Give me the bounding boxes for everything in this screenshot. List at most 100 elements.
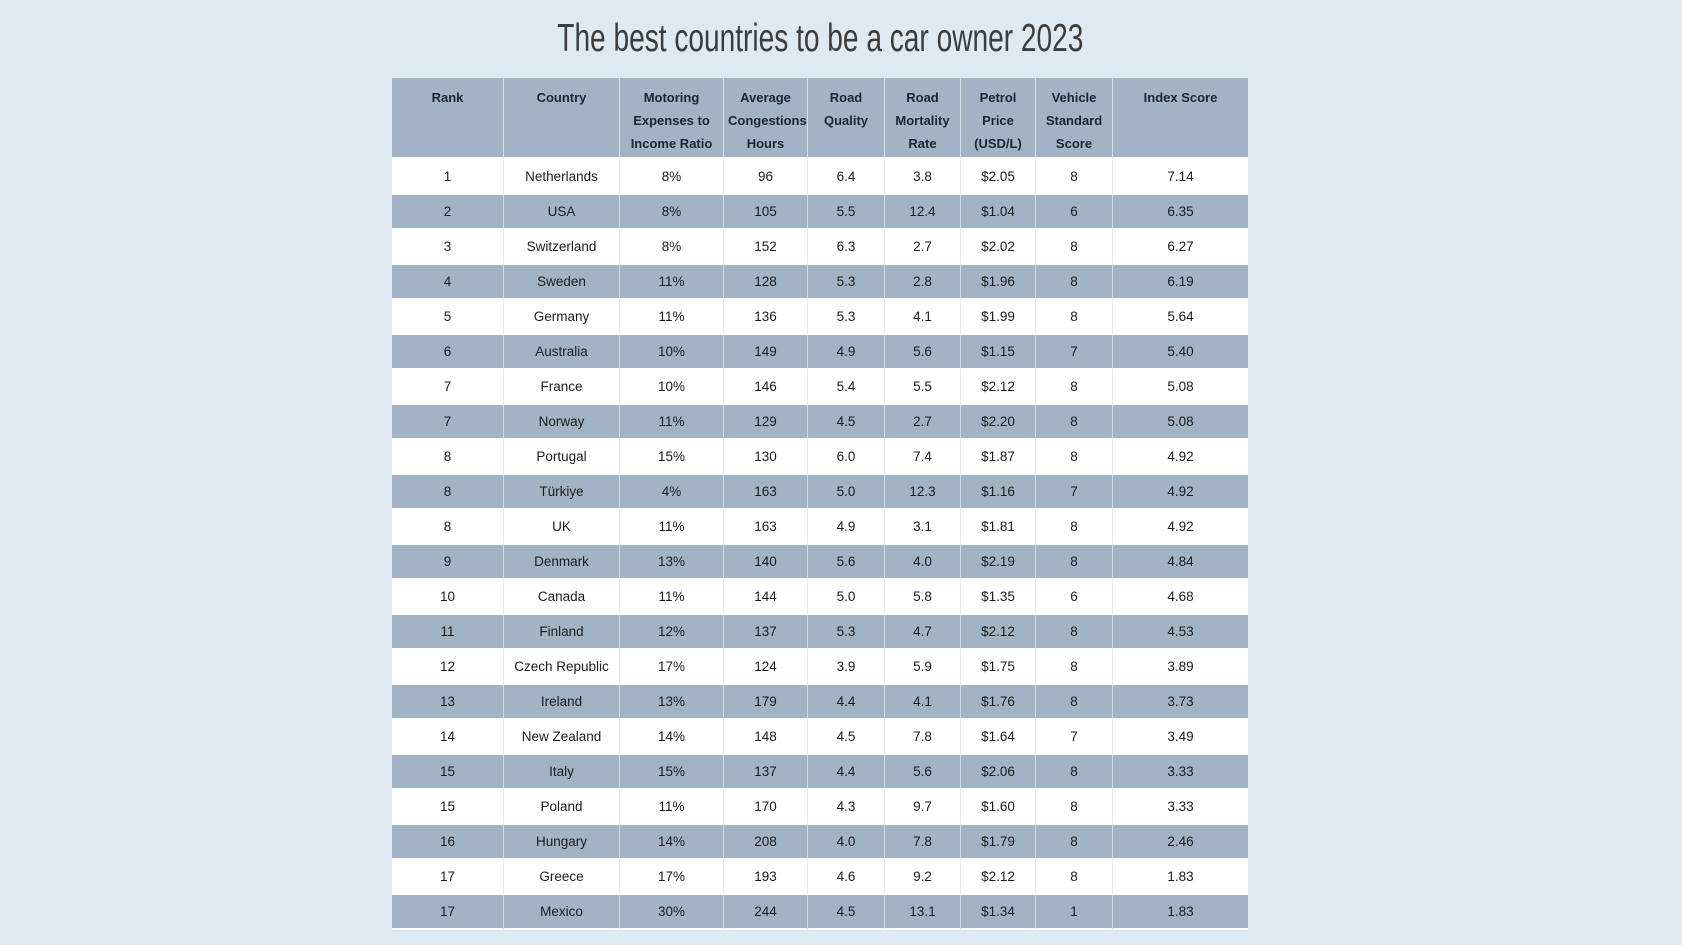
table-cell: 4.92 (1113, 475, 1248, 510)
table-row: 17 Mexico 30% 244 4.5 13.1 $1.34 1 1.83 (392, 895, 1248, 930)
table-cell: 5.3 (808, 300, 885, 335)
table-cell: $1.34 (961, 895, 1036, 930)
table-cell: 6.3 (808, 230, 885, 265)
table-cell: 96 (724, 160, 808, 195)
table-cell: France (504, 370, 620, 405)
table-cell: 193 (724, 860, 808, 895)
table-cell: $1.64 (961, 720, 1036, 755)
table-cell: 12.3 (885, 475, 961, 510)
table-cell: 5.3 (808, 265, 885, 300)
table-cell: 4.84 (1113, 545, 1248, 580)
table-cell: 5.6 (885, 755, 961, 790)
table-cell: 8 (1036, 265, 1113, 300)
table-cell: 11% (620, 300, 724, 335)
table-row: 6 Australia 10% 149 4.9 5.6 $1.15 7 5.40 (392, 335, 1248, 370)
table-row: 12 Czech Republic 17% 124 3.9 5.9 $1.75 8 3.89 (392, 650, 1248, 685)
table-cell: 9.2 (885, 860, 961, 895)
table-cell: 5.3 (808, 615, 885, 650)
table-header: Rank Country Motoring Expenses to Income R… (392, 78, 1248, 160)
table-cell: 8 (1036, 545, 1113, 580)
table-cell: 3.73 (1113, 685, 1248, 720)
table-cell: 12 (392, 650, 504, 685)
table-cell: 179 (724, 685, 808, 720)
table-row: 15 Poland 11% 170 4.3 9.7 $1.60 8 3.33 (392, 790, 1248, 825)
table-cell: 137 (724, 755, 808, 790)
table-cell: 4.9 (808, 510, 885, 545)
table-cell: $2.20 (961, 405, 1036, 440)
table-cell: 15% (620, 755, 724, 790)
table-cell: 7.4 (885, 440, 961, 475)
table-cell: 15 (392, 790, 504, 825)
table-cell: 4.1 (885, 300, 961, 335)
table-cell: UK (504, 510, 620, 545)
table-row: 4 Sweden 11% 128 5.3 2.8 $1.96 8 6.19 (392, 265, 1248, 300)
table-cell: 3.8 (885, 160, 961, 195)
table-cell: 4.5 (808, 720, 885, 755)
table-cell: 4.4 (808, 755, 885, 790)
table-body: 1 Netherlands 8% 96 6.4 3.8 $2.05 8 7.14 2 USA 8% 10… (392, 160, 1248, 930)
table-cell: 6.0 (808, 440, 885, 475)
table-cell: $2.19 (961, 545, 1036, 580)
table-cell: 10% (620, 335, 724, 370)
table-cell: 4.92 (1113, 510, 1248, 545)
table-cell: Netherlands (504, 160, 620, 195)
table-row: 7 Norway 11% 129 4.5 2.7 $2.20 8 5.08 (392, 405, 1248, 440)
column-header-road-quality: Road Quality (808, 78, 885, 160)
table-cell: 5.4 (808, 370, 885, 405)
table-cell: 140 (724, 545, 808, 580)
table-cell: 8 (1036, 650, 1113, 685)
table-cell: 11 (392, 615, 504, 650)
table-cell: 124 (724, 650, 808, 685)
table-cell: 5.0 (808, 580, 885, 615)
table-cell: Greece (504, 860, 620, 895)
table-cell: 12.4 (885, 195, 961, 230)
table-cell: Norway (504, 405, 620, 440)
table-cell: 144 (724, 580, 808, 615)
table-cell: 136 (724, 300, 808, 335)
table-cell: 163 (724, 510, 808, 545)
table-cell: 8% (620, 160, 724, 195)
table-cell: 8 (392, 510, 504, 545)
table-cell: New Zealand (504, 720, 620, 755)
table-cell: 4.9 (808, 335, 885, 370)
page-title: The best countries to be a car owner 202… (392, 0, 1248, 78)
table-cell: 8 (1036, 160, 1113, 195)
table-cell: 1.83 (1113, 860, 1248, 895)
table-cell: $2.12 (961, 370, 1036, 405)
table-cell: USA (504, 195, 620, 230)
column-header-rank: Rank (392, 78, 504, 160)
car-owner-ranking-table: Rank Country Motoring Expenses to Income R… (392, 78, 1248, 930)
table-cell: 5.8 (885, 580, 961, 615)
table-cell: 6.27 (1113, 230, 1248, 265)
table-cell: 30% (620, 895, 724, 930)
table-cell: 129 (724, 405, 808, 440)
column-header-road-mortality-rate: Road Mortality Rate (885, 78, 961, 160)
table-cell: 4 (392, 265, 504, 300)
table-cell: 2.7 (885, 405, 961, 440)
table-cell: 152 (724, 230, 808, 265)
table-cell: Hungary (504, 825, 620, 860)
table-cell: Australia (504, 335, 620, 370)
table-cell: 8 (1036, 685, 1113, 720)
table-cell: $1.79 (961, 825, 1036, 860)
table-cell: Czech Republic (504, 650, 620, 685)
table-cell: 148 (724, 720, 808, 755)
table-cell: 1.83 (1113, 895, 1248, 930)
table-row: 10 Canada 11% 144 5.0 5.8 $1.35 6 4.68 (392, 580, 1248, 615)
table-row: 9 Denmark 13% 140 5.6 4.0 $2.19 8 4.84 (392, 545, 1248, 580)
table-cell: 6 (392, 335, 504, 370)
table-cell: Italy (504, 755, 620, 790)
table-cell: 4.1 (885, 685, 961, 720)
table-cell: 4.92 (1113, 440, 1248, 475)
table-cell: 1 (1036, 895, 1113, 930)
table-cell: 208 (724, 825, 808, 860)
table-cell: 128 (724, 265, 808, 300)
table-row: 16 Hungary 14% 208 4.0 7.8 $1.79 8 2.46 (392, 825, 1248, 860)
table-cell: $1.96 (961, 265, 1036, 300)
table-cell: 11% (620, 510, 724, 545)
table-cell: 8 (1036, 615, 1113, 650)
column-header-vehicle-standard-score: Vehicle Standard Score (1036, 78, 1113, 160)
table-cell: 3.49 (1113, 720, 1248, 755)
table-cell: 3.9 (808, 650, 885, 685)
table-cell: Türkiye (504, 475, 620, 510)
